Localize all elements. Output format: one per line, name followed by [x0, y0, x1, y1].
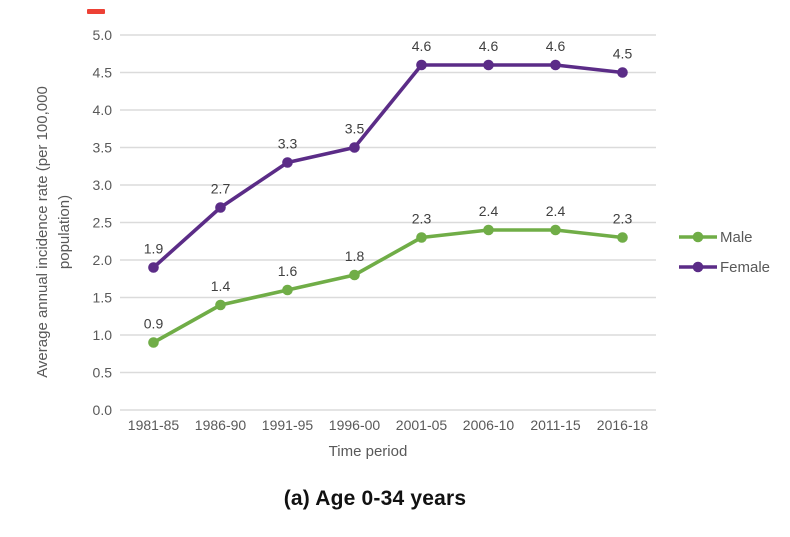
data-label: 4.6	[546, 38, 566, 54]
y-axis-tick-label: 5.0	[93, 27, 113, 43]
data-label: 2.4	[479, 203, 499, 219]
data-point-male	[215, 299, 226, 311]
data-point-male	[282, 284, 293, 296]
data-label: 4.6	[412, 38, 432, 54]
data-label: 2.4	[546, 203, 566, 219]
legend-item-female: Female	[679, 259, 770, 276]
data-point-female	[416, 59, 427, 71]
y-axis-tick-label: 2.0	[93, 252, 113, 268]
x-axis-tick-label: 1991-95	[262, 417, 314, 433]
legend-marker	[692, 231, 704, 243]
data-point-female	[215, 202, 226, 213]
legend-item-male: Male	[679, 229, 753, 246]
x-axis-tick-label: 2001-05	[396, 417, 448, 433]
data-label: 2.3	[613, 211, 633, 227]
data-label: 2.7	[211, 181, 231, 197]
data-label: 1.4	[211, 278, 231, 294]
data-label: 1.8	[345, 248, 365, 264]
figure-caption: (a) Age 0-34 years	[283, 487, 467, 510]
data-label: 4.6	[479, 38, 499, 54]
legend-label: Male	[720, 229, 753, 246]
series-line-female	[151, 63, 625, 270]
y-axis-tick-label: 4.0	[93, 102, 113, 118]
data-point-female	[483, 59, 494, 71]
series-line-male	[151, 228, 625, 345]
y-axis-tick-label: 0.0	[93, 402, 113, 418]
y-axis-tick-label: 4.5	[93, 65, 113, 81]
data-label: 2.3	[412, 211, 432, 227]
data-point-male	[148, 337, 159, 348]
data-label: 0.9	[144, 316, 164, 332]
x-axis-tick-label: 1981-85	[128, 417, 180, 433]
data-point-male	[550, 224, 561, 236]
data-point-female	[349, 142, 360, 153]
x-axis-title: Time period	[329, 443, 408, 460]
y-axis-tick-label: 2.5	[93, 215, 113, 231]
data-point-female	[550, 59, 561, 71]
data-point-female	[617, 67, 628, 78]
legend-marker	[692, 261, 704, 273]
legend-label: Female	[720, 259, 770, 276]
data-point-male	[483, 224, 494, 236]
x-axis-tick-label: 2016-18	[597, 417, 649, 433]
data-point-male	[349, 269, 360, 281]
y-axis-tick-label: 3.5	[93, 140, 113, 156]
data-point-female	[148, 262, 159, 273]
data-label: 3.5	[345, 121, 365, 137]
y-axis-title-line1: Average annual incidence rate (per 100,0…	[34, 86, 51, 378]
y-axis-tick-label: 1.5	[93, 290, 113, 306]
x-axis-tick-label: 1996-00	[329, 417, 381, 433]
data-point-male	[617, 232, 628, 243]
data-label: 1.9	[144, 241, 164, 257]
data-label: 4.5	[613, 46, 633, 62]
x-axis-tick-label: 1986-90	[195, 417, 247, 433]
y-axis-title-line2: population)	[56, 195, 73, 269]
y-axis-tick-label: 3.0	[93, 177, 113, 193]
red-dash-mark	[87, 9, 105, 14]
data-point-female	[282, 157, 293, 168]
data-label: 3.3	[278, 136, 298, 152]
x-axis-tick-label: 2011-15	[530, 417, 581, 433]
y-axis-tick-label: 1.0	[93, 327, 113, 343]
data-label: 1.6	[278, 263, 298, 279]
y-axis-tick-label: 0.5	[93, 365, 113, 381]
data-point-male	[416, 232, 427, 243]
x-axis-tick-label: 2006-10	[463, 417, 515, 433]
